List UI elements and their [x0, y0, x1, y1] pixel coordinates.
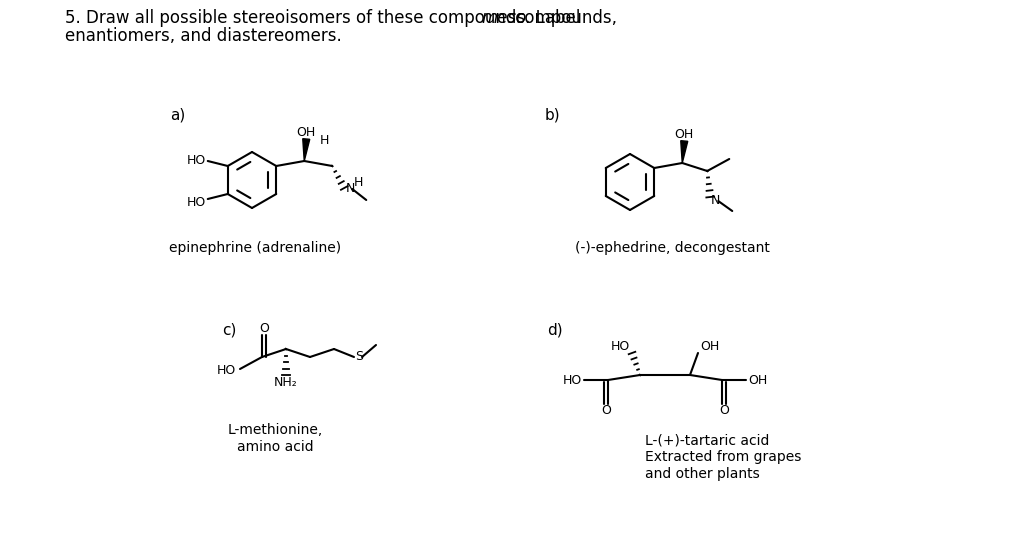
Text: H: H — [321, 134, 330, 148]
Text: O: O — [719, 403, 729, 417]
Text: HO: HO — [186, 195, 206, 208]
Text: NH₂: NH₂ — [274, 376, 298, 389]
Text: S: S — [355, 351, 363, 364]
Text: O: O — [601, 403, 611, 417]
Text: compounds,: compounds, — [510, 9, 617, 27]
Text: enantiomers, and diastereomers.: enantiomers, and diastereomers. — [65, 27, 342, 45]
Text: OH: OH — [296, 127, 316, 140]
Text: HO: HO — [563, 374, 582, 387]
Text: L-methionine,: L-methionine, — [227, 423, 323, 437]
Text: and other plants: and other plants — [645, 467, 759, 481]
Text: OH: OH — [748, 374, 768, 387]
Polygon shape — [681, 141, 688, 163]
Text: a): a) — [170, 107, 185, 122]
Text: epinephrine (adrenaline): epinephrine (adrenaline) — [169, 241, 341, 255]
Text: O: O — [259, 322, 269, 335]
Text: N: N — [712, 194, 721, 207]
Text: HO: HO — [217, 365, 236, 378]
Text: H: H — [354, 176, 363, 188]
Text: L-(+)-tartaric acid: L-(+)-tartaric acid — [645, 433, 770, 447]
Text: OH: OH — [675, 128, 694, 142]
Polygon shape — [302, 139, 309, 161]
Text: HO: HO — [186, 154, 206, 166]
Text: b): b) — [545, 107, 561, 122]
Text: 5. Draw all possible stereoisomers of these compounds. Label: 5. Draw all possible stereoisomers of th… — [65, 9, 585, 27]
Text: (-)-ephedrine, decongestant: (-)-ephedrine, decongestant — [575, 241, 770, 255]
Text: d): d) — [547, 323, 563, 337]
Text: OH: OH — [700, 340, 720, 353]
Text: HO: HO — [611, 340, 630, 353]
Text: meso: meso — [480, 9, 526, 27]
Text: N: N — [346, 183, 355, 195]
Text: c): c) — [222, 323, 236, 337]
Text: Extracted from grapes: Extracted from grapes — [645, 450, 801, 464]
Text: amino acid: amino acid — [237, 440, 314, 454]
